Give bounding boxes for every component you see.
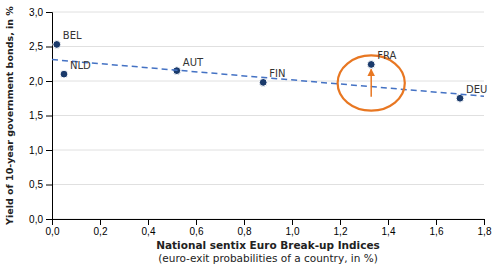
grid-line	[52, 12, 484, 13]
tick-label: 0,4	[142, 226, 156, 237]
tick-mark	[436, 219, 437, 225]
tick: 1,0	[286, 219, 300, 237]
point-label: FRA	[377, 50, 396, 61]
grid-line	[52, 184, 484, 185]
tick-mark	[196, 219, 197, 225]
tick-mark	[46, 81, 52, 82]
point	[53, 41, 61, 49]
x-axis-title: National sentix Euro Break-up Indices	[156, 239, 380, 251]
trend-line	[52, 60, 484, 97]
tick-mark	[100, 219, 101, 225]
grid-line	[52, 150, 484, 151]
tick-label: 3,0	[29, 7, 43, 18]
point	[456, 94, 464, 102]
tick-mark	[292, 219, 293, 225]
axis-line	[53, 220, 485, 226]
tick-label: 1,4	[382, 226, 396, 237]
tick: 1,2	[334, 219, 348, 237]
tick-label: 0,2	[94, 226, 108, 237]
point-label: FIN	[269, 68, 285, 79]
tick-mark	[244, 219, 245, 225]
tick-mark	[388, 219, 389, 225]
grid	[52, 12, 484, 219]
grid-line	[52, 115, 484, 116]
highlight-ellipse	[338, 55, 405, 110]
labels: BEL NLD AUT FIN FRA DEU	[63, 30, 488, 95]
tick: 1,5	[29, 110, 52, 121]
point-label: AUT	[183, 57, 204, 68]
tick-label: 2,5	[29, 41, 43, 52]
point-label: DEU	[466, 84, 487, 95]
tick: 1,6	[430, 219, 444, 237]
tick-mark	[46, 219, 52, 220]
point-label: BEL	[63, 30, 82, 41]
tick: 0,5	[29, 179, 52, 190]
tick-mark	[46, 185, 52, 186]
tick-label: 0,5	[29, 179, 43, 190]
tick: 0,4	[142, 219, 156, 237]
y-axis: 0,0 0,5 1,0 1,5 2,0 2,5 3,0	[29, 7, 52, 225]
tick-label: 0,0	[29, 214, 43, 225]
tick-label: 0,6	[190, 226, 204, 237]
tick: 0,8	[238, 219, 252, 237]
x-axis: 0,0 0,2 0,4 0,6 0,8 1,0 1,2 1,4 1,6 1,8	[46, 219, 492, 237]
x-axis-title: (euro-exit probabilities of a country, i…	[158, 252, 378, 264]
tick: 0,0	[29, 214, 52, 225]
point	[60, 70, 68, 78]
tick: 0,6	[190, 219, 204, 237]
tick: 0,0	[46, 219, 60, 237]
plot: 0,0 0,2 0,4 0,6 0,8 1,0 1,2 1,4 1,6 1,8 0,0 0,5 1,0 1…	[29, 7, 492, 237]
grid-line	[52, 81, 484, 82]
tick-label: 1,2	[334, 226, 348, 237]
point	[259, 78, 267, 86]
tick-label: 1,8	[478, 226, 492, 237]
point	[367, 61, 375, 69]
tick-label: 0,0	[46, 226, 60, 237]
tick-mark	[46, 150, 52, 151]
tick: 2,5	[29, 41, 52, 52]
tick-label: 1,0	[286, 226, 300, 237]
y-axis-title: Yield of 10-year government bonds, in %	[4, 6, 15, 226]
grid-line	[52, 46, 484, 47]
tick: 0,2	[94, 219, 108, 237]
tick-mark	[340, 219, 341, 225]
tick-mark	[484, 219, 485, 225]
tick-mark	[46, 116, 52, 117]
tick-label: 1,6	[430, 226, 444, 237]
tick-mark	[46, 12, 52, 13]
axis-line	[46, 13, 53, 220]
point-label: NLD	[70, 60, 91, 71]
data-area	[52, 41, 484, 111]
tick-label: 1,0	[29, 145, 43, 156]
tick-label: 0,8	[238, 226, 252, 237]
tick: 3,0	[29, 7, 52, 18]
tick-label: 2,0	[29, 76, 43, 87]
tick: 1,8	[478, 219, 492, 237]
highlight-arrow	[370, 69, 372, 97]
tick-mark	[46, 47, 52, 48]
tick-mark	[148, 219, 149, 225]
chart: 0,0 0,2 0,4 0,6 0,8 1,0 1,2 1,4 1,6 1,8 0,0 0,5 1,0 1…	[0, 0, 500, 271]
tick: 1,4	[382, 219, 396, 237]
tick: 1,0	[29, 145, 52, 156]
tick-label: 1,5	[29, 110, 43, 121]
tick: 2,0	[29, 76, 52, 87]
